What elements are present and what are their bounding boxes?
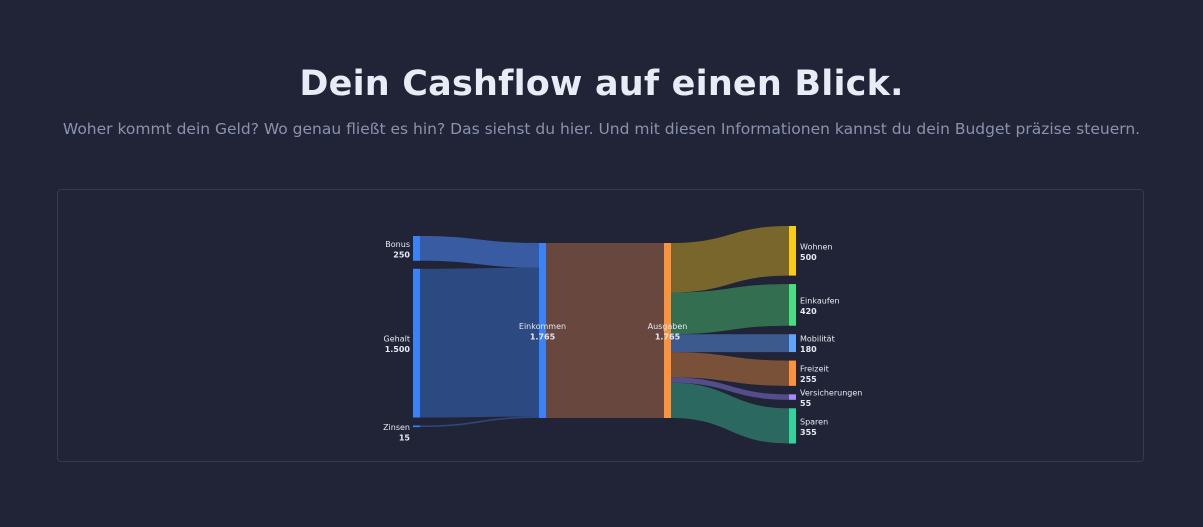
node-label-versicherungen: Versicherungen <box>800 389 862 398</box>
node-freizeit[interactable] <box>789 360 796 386</box>
node-einkaufen[interactable] <box>789 284 796 326</box>
link-gehalt-einkommen[interactable] <box>420 267 539 418</box>
link-ausgaben-versicherungen[interactable] <box>671 377 789 400</box>
node-label-zinsen: Zinsen <box>383 423 410 432</box>
link-zinsen-einkommen[interactable] <box>420 416 539 427</box>
node-label-bonus: Bonus <box>385 240 410 249</box>
link-ausgaben-einkaufen[interactable] <box>671 284 789 335</box>
node-value-versicherungen: 55 <box>800 399 812 408</box>
node-value-freizeit: 255 <box>800 375 817 384</box>
node-value-ausgaben: 1.765 <box>655 333 681 342</box>
link-ausgaben-sparen[interactable] <box>671 382 789 444</box>
node-value-mobilitaet: 180 <box>800 345 817 354</box>
node-gehalt[interactable] <box>413 268 420 418</box>
node-label-gehalt: Gehalt <box>384 335 410 344</box>
node-wohnen[interactable] <box>789 226 796 276</box>
node-zinsen[interactable] <box>413 425 420 428</box>
node-value-bonus: 250 <box>393 250 410 259</box>
link-ausgaben-mobilitaet[interactable] <box>671 334 789 353</box>
node-label-wohnen: Wohnen <box>800 242 832 251</box>
link-einkommen-ausgaben[interactable] <box>546 243 664 418</box>
page-title: Dein Cashflow auf einen Blick. <box>299 64 904 104</box>
node-value-sparen: 355 <box>800 428 817 437</box>
node-mobilitaet[interactable] <box>789 334 796 353</box>
link-ausgaben-freizeit[interactable] <box>671 352 789 386</box>
node-label-einkommen: Einkommen <box>519 322 566 331</box>
node-label-ausgaben: Ausgaben <box>648 322 688 331</box>
link-bonus-einkommen[interactable] <box>420 236 539 268</box>
node-value-einkommen: 1.765 <box>530 333 556 342</box>
node-label-mobilitaet: Mobilität <box>800 335 835 344</box>
node-label-einkaufen: Einkaufen <box>800 296 840 305</box>
node-label-sparen: Sparen <box>800 417 828 426</box>
node-label-freizeit: Freizeit <box>800 365 829 374</box>
node-einkommen[interactable] <box>539 243 546 418</box>
node-ausgaben[interactable] <box>664 243 671 418</box>
node-value-einkaufen: 420 <box>800 307 817 316</box>
page-subtitle: Woher kommt dein Geld? Wo genau fließt e… <box>62 120 1141 138</box>
node-value-zinsen: 15 <box>399 434 411 443</box>
node-bonus[interactable] <box>413 236 420 261</box>
node-sparen[interactable] <box>789 408 796 444</box>
link-ausgaben-wohnen[interactable] <box>671 226 789 293</box>
node-value-wohnen: 500 <box>800 253 817 262</box>
node-value-gehalt: 1.500 <box>385 345 411 354</box>
node-versicherungen[interactable] <box>789 394 796 400</box>
